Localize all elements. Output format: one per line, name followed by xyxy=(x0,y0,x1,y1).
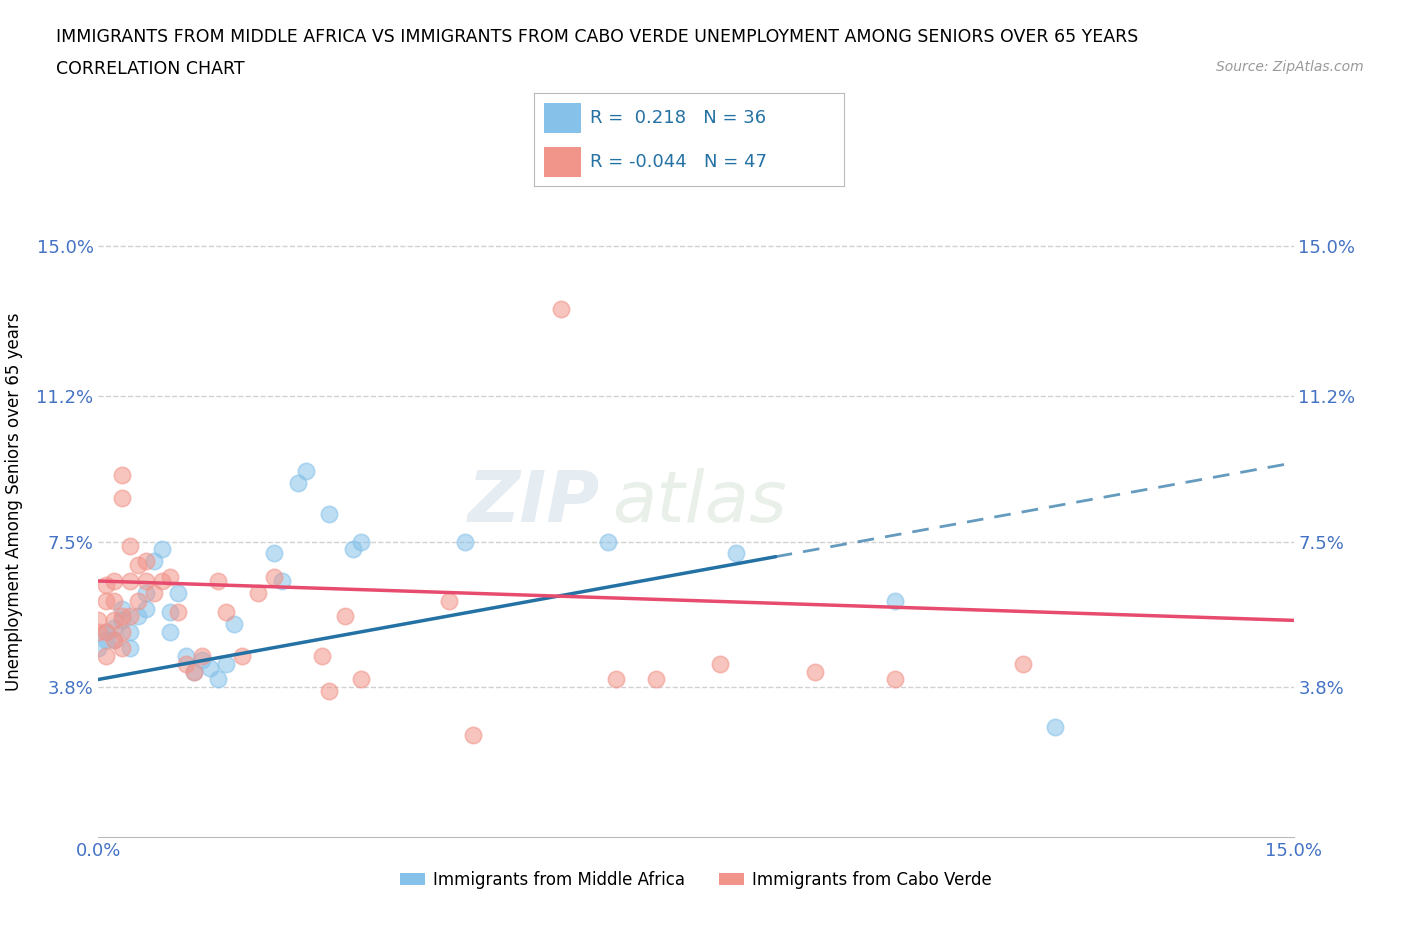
Point xyxy=(103,632,125,647)
Point xyxy=(87,625,110,640)
Point xyxy=(96,632,118,647)
Point xyxy=(461,727,484,742)
Point xyxy=(127,609,149,624)
Point xyxy=(1011,657,1033,671)
Point xyxy=(167,585,190,600)
Point xyxy=(294,463,316,478)
Point xyxy=(263,546,285,561)
Point xyxy=(159,605,181,620)
Point xyxy=(143,585,166,600)
Point xyxy=(103,574,125,589)
Point xyxy=(111,625,134,640)
Point xyxy=(550,301,572,316)
Point xyxy=(103,613,125,628)
Point xyxy=(318,507,340,522)
Point xyxy=(174,657,197,671)
Point xyxy=(198,660,221,675)
Point xyxy=(111,491,134,506)
Point xyxy=(183,664,205,679)
Point xyxy=(127,558,149,573)
Point xyxy=(143,554,166,569)
Text: R = -0.044   N = 47: R = -0.044 N = 47 xyxy=(591,153,766,171)
Bar xyxy=(544,103,581,133)
Point xyxy=(231,648,253,663)
Point xyxy=(87,641,110,656)
Point xyxy=(174,648,197,663)
Text: IMMIGRANTS FROM MIDDLE AFRICA VS IMMIGRANTS FROM CABO VERDE UNEMPLOYMENT AMONG S: IMMIGRANTS FROM MIDDLE AFRICA VS IMMIGRA… xyxy=(56,28,1139,46)
Point xyxy=(605,672,627,687)
Point xyxy=(96,648,118,663)
Point xyxy=(167,605,190,620)
Point xyxy=(454,534,477,549)
Point xyxy=(96,578,118,592)
Point xyxy=(135,601,157,616)
Point xyxy=(724,546,747,561)
Point xyxy=(111,467,134,482)
Y-axis label: Unemployment Among Seniors over 65 years: Unemployment Among Seniors over 65 years xyxy=(4,313,22,691)
Point xyxy=(598,534,620,549)
Point xyxy=(263,569,285,584)
Point xyxy=(96,625,118,640)
Point xyxy=(207,574,229,589)
Point xyxy=(311,648,333,663)
Point xyxy=(183,664,205,679)
Bar xyxy=(544,147,581,177)
Point xyxy=(111,601,134,616)
Point xyxy=(111,613,134,628)
Point xyxy=(103,632,125,647)
Point xyxy=(96,625,118,640)
Point xyxy=(270,574,292,589)
Point xyxy=(159,625,181,640)
Point xyxy=(350,534,373,549)
Point xyxy=(120,609,142,624)
Point xyxy=(804,664,827,679)
Point xyxy=(96,593,118,608)
Point xyxy=(111,641,134,656)
Point xyxy=(120,574,142,589)
Point xyxy=(709,657,731,671)
Point xyxy=(215,657,238,671)
Point xyxy=(150,542,173,557)
Point xyxy=(215,605,238,620)
Point xyxy=(150,574,173,589)
Point xyxy=(207,672,229,687)
Point xyxy=(222,617,245,631)
Point xyxy=(884,672,907,687)
Text: R =  0.218   N = 36: R = 0.218 N = 36 xyxy=(591,109,766,127)
Point xyxy=(135,574,157,589)
Point xyxy=(103,593,125,608)
Point xyxy=(287,475,309,490)
Text: Source: ZipAtlas.com: Source: ZipAtlas.com xyxy=(1216,60,1364,74)
Text: atlas: atlas xyxy=(613,468,787,537)
Point xyxy=(350,672,373,687)
Point xyxy=(246,585,269,600)
Point xyxy=(318,684,340,698)
Point xyxy=(1043,719,1066,734)
Point xyxy=(884,593,907,608)
Legend: Immigrants from Middle Africa, Immigrants from Cabo Verde: Immigrants from Middle Africa, Immigrant… xyxy=(394,864,998,896)
Point xyxy=(159,569,181,584)
Point xyxy=(135,585,157,600)
Point xyxy=(87,613,110,628)
Point xyxy=(111,609,134,624)
Point xyxy=(135,554,157,569)
Point xyxy=(120,538,142,553)
Point xyxy=(120,641,142,656)
Text: CORRELATION CHART: CORRELATION CHART xyxy=(56,60,245,78)
Point xyxy=(120,625,142,640)
Point xyxy=(127,593,149,608)
Text: ZIP: ZIP xyxy=(468,468,600,537)
Point xyxy=(191,652,214,667)
Point xyxy=(437,593,460,608)
Point xyxy=(191,648,214,663)
Point xyxy=(645,672,668,687)
Point xyxy=(103,621,125,636)
Point xyxy=(342,542,364,557)
Point xyxy=(335,609,357,624)
